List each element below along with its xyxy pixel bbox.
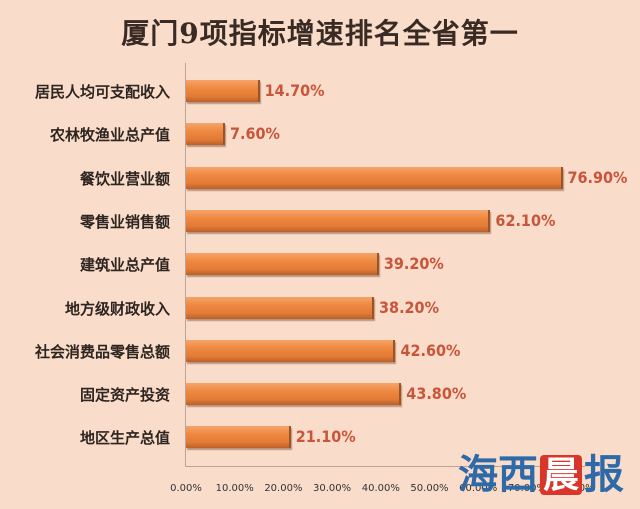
bar <box>186 80 260 102</box>
category-label: 农林牧渔业总产值 <box>49 126 170 145</box>
category-label: 餐饮业营业额 <box>79 169 170 188</box>
y-axis-line <box>185 63 186 467</box>
x-tick-label: 0.00% <box>170 483 202 494</box>
category-label: 零售业销售额 <box>79 212 170 231</box>
value-label: 39.20% <box>383 254 444 274</box>
x-tick-label: 40.00% <box>361 483 400 494</box>
x-tick-label: 70.00% <box>507 483 546 494</box>
x-tick-label: 50.00% <box>410 483 449 494</box>
value-label: 62.10% <box>495 210 556 230</box>
watermark-char-highlight: 晨 <box>540 455 583 495</box>
bar <box>186 123 225 146</box>
bar <box>186 426 291 449</box>
bar <box>186 209 491 232</box>
bar <box>186 339 396 362</box>
category-label: 居民人均可支配收入 <box>34 83 170 101</box>
value-label: 76.90% <box>567 167 628 187</box>
watermark-logo: 海 西 晨 报 <box>458 447 624 503</box>
category-label: 社会消费品零售总额 <box>34 342 170 361</box>
x-tick-label: 20.00% <box>264 483 303 494</box>
bar <box>186 253 379 276</box>
chart-title: 厦门9项指标增速排名全省第一 <box>121 17 519 50</box>
category-label: 固定资产投资 <box>79 386 170 405</box>
x-tick-label: 30.00% <box>313 483 352 494</box>
x-tick-label: 60.00% <box>459 483 498 494</box>
watermark-char: 海 <box>458 451 498 498</box>
watermark-char: 西 <box>498 451 538 498</box>
category-label: 地方级财政收入 <box>64 299 170 318</box>
value-label: 42.60% <box>400 340 461 360</box>
value-label: 21.10% <box>295 427 356 447</box>
bar <box>186 383 402 406</box>
value-label: 43.80% <box>406 384 467 404</box>
category-label: 建筑业总产值 <box>79 256 170 275</box>
category-label: 地区生产总值 <box>79 429 170 448</box>
x-axis-line <box>185 466 585 467</box>
value-label: 38.20% <box>379 297 439 317</box>
watermark-char: 报 <box>584 451 625 498</box>
bar <box>186 166 563 189</box>
value-label: 14.70% <box>264 81 325 100</box>
x-tick-label: 10.00% <box>215 483 254 494</box>
bar <box>186 296 375 319</box>
value-label: 7.60% <box>230 124 280 144</box>
